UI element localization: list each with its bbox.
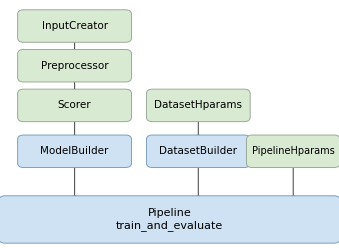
FancyBboxPatch shape	[18, 135, 132, 168]
FancyBboxPatch shape	[18, 50, 132, 82]
Text: Preprocessor: Preprocessor	[41, 61, 108, 71]
FancyBboxPatch shape	[246, 135, 339, 168]
Text: PipelineHparams: PipelineHparams	[252, 146, 335, 156]
Text: Scorer: Scorer	[58, 100, 92, 110]
FancyBboxPatch shape	[146, 135, 250, 168]
FancyBboxPatch shape	[18, 10, 132, 42]
FancyBboxPatch shape	[0, 196, 339, 243]
FancyBboxPatch shape	[18, 89, 132, 122]
Text: DatasetHparams: DatasetHparams	[154, 100, 242, 110]
Text: DatasetBuilder: DatasetBuilder	[159, 146, 237, 156]
FancyBboxPatch shape	[146, 89, 250, 122]
Text: InputCreator: InputCreator	[41, 21, 108, 31]
Text: Pipeline
train_and_evaluate: Pipeline train_and_evaluate	[116, 208, 223, 231]
Text: ModelBuilder: ModelBuilder	[40, 146, 109, 156]
